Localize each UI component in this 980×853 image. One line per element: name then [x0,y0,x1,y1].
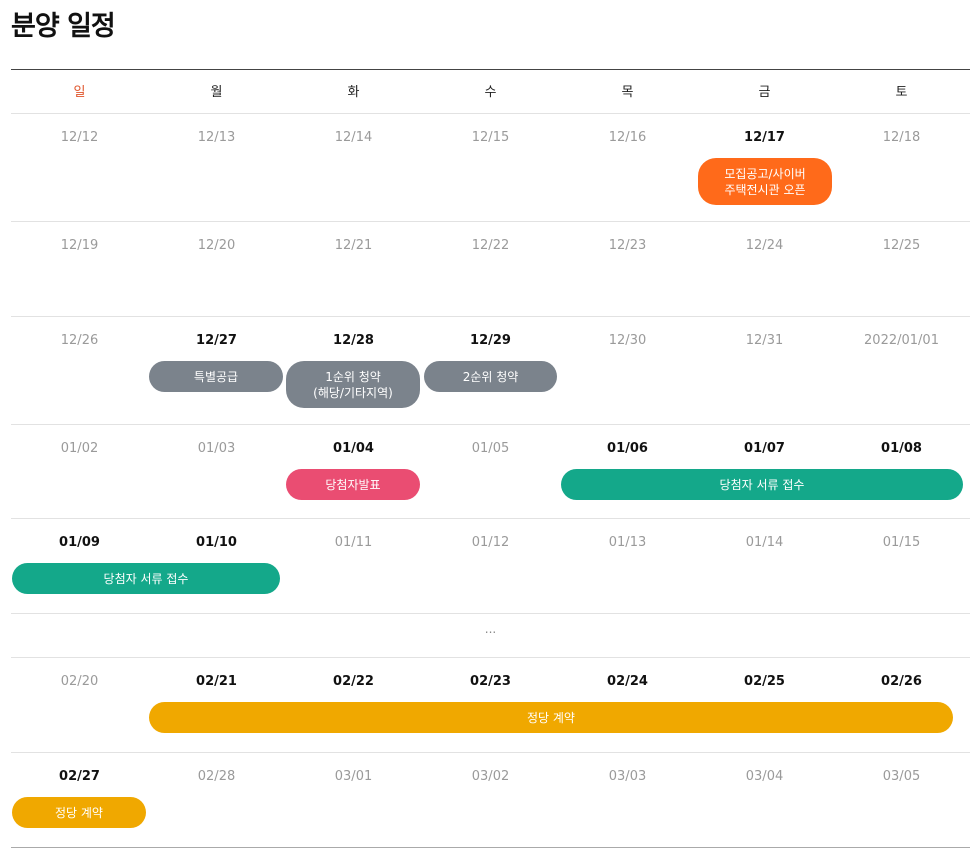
date-cell: 12/14 [334,130,373,145]
weekday-header: 월 [210,85,223,100]
date-cell: 02/22 [333,674,374,689]
date-cell: 01/09 [59,535,100,550]
row-divider [11,752,970,753]
date-cell: 01/04 [333,441,374,456]
event-pill[interactable]: 2순위 청약 [424,361,557,392]
date-cell: 12/25 [882,238,921,253]
row-divider [11,518,970,519]
page-title: 분양 일정 [11,11,116,42]
event-pill[interactable]: 특별공급 [149,361,283,392]
row-divider [11,316,970,317]
weekday-header: 화 [347,85,360,100]
calendar-bottom-border [11,847,970,848]
date-cell: 03/04 [745,769,784,784]
date-cell: 2022/01/01 [864,333,939,348]
date-cell: 12/29 [470,333,511,348]
row-divider [11,221,970,222]
date-cell: 02/27 [59,769,100,784]
date-cell: 02/20 [60,674,99,689]
event-pill[interactable]: 모집공고/사이버 주택전시관 오픈 [698,158,832,205]
date-cell: 12/31 [745,333,784,348]
date-cell: 12/23 [608,238,647,253]
date-cell: 12/13 [197,130,236,145]
date-cell: 01/13 [608,535,647,550]
date-cell: 12/19 [60,238,99,253]
date-cell: 02/23 [470,674,511,689]
event-pill[interactable]: 당첨자 서류 접수 [12,563,280,594]
date-cell: 12/22 [471,238,510,253]
date-cell: 01/02 [60,441,99,456]
date-cell: 02/26 [881,674,922,689]
event-pill[interactable]: 정당 계약 [12,797,146,828]
date-cell: 12/18 [882,130,921,145]
date-cell: 01/07 [744,441,785,456]
weekday-header: 수 [484,85,497,100]
date-cell: 12/20 [197,238,236,253]
date-cell: 02/24 [607,674,648,689]
date-cell: 01/14 [745,535,784,550]
date-cell: 12/28 [333,333,374,348]
date-cell: 01/05 [471,441,510,456]
date-cell: 02/21 [196,674,237,689]
date-cell: 12/30 [608,333,647,348]
date-cell: 12/12 [60,130,99,145]
event-pill[interactable]: 당첨자 서류 접수 [561,469,963,500]
row-divider [11,113,970,114]
event-pill[interactable]: 당첨자발표 [286,469,420,500]
row-divider [11,657,970,658]
date-cell: 02/28 [197,769,236,784]
date-cell: 12/21 [334,238,373,253]
date-cell: 12/16 [608,130,647,145]
date-cell: 03/02 [471,769,510,784]
date-cell: 03/05 [882,769,921,784]
date-cell: 01/03 [197,441,236,456]
date-cell: 01/15 [882,535,921,550]
date-cell: 03/01 [334,769,373,784]
date-cell: 01/06 [607,441,648,456]
date-cell: 03/03 [608,769,647,784]
date-cell: 12/15 [471,130,510,145]
date-cell: 12/17 [744,130,785,145]
weekday-header: 일 [73,85,86,100]
date-cell: 12/24 [745,238,784,253]
row-divider [11,424,970,425]
row-divider [11,613,970,614]
header-divider [11,69,970,70]
date-cell: 12/26 [60,333,99,348]
date-cell: 02/25 [744,674,785,689]
date-cell: 01/11 [334,535,373,550]
weekday-header: 목 [621,85,634,100]
event-pill[interactable]: 정당 계약 [149,702,953,733]
date-cell: 01/10 [196,535,237,550]
ellipsis: ... [484,622,497,636]
event-pill[interactable]: 1순위 청약 (해당/기타지역) [286,361,420,408]
weekday-header: 토 [895,85,908,100]
date-cell: 12/27 [196,333,237,348]
date-cell: 01/12 [471,535,510,550]
date-cell: 01/08 [881,441,922,456]
weekday-header: 금 [758,85,771,100]
